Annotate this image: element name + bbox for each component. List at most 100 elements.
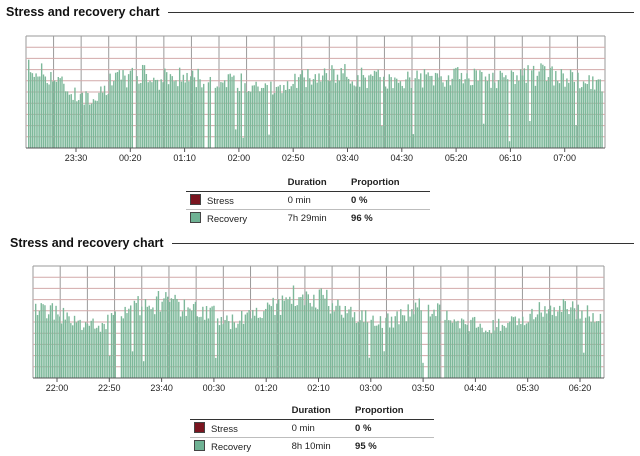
recovery-bar bbox=[516, 75, 518, 148]
recovery-bar bbox=[309, 302, 311, 378]
recovery-bar bbox=[285, 297, 287, 378]
legend-row-stress: Stress 0 min 0 % bbox=[186, 191, 430, 210]
recovery-bar bbox=[47, 314, 50, 378]
recovery-bar bbox=[180, 81, 183, 148]
recovery-bar bbox=[551, 66, 553, 148]
recovery-bar bbox=[433, 309, 435, 378]
recovery-bar bbox=[40, 303, 42, 378]
recovery-bar bbox=[112, 314, 115, 378]
recovery-bar bbox=[486, 80, 489, 148]
recovery-bar bbox=[522, 316, 524, 378]
recovery-bar bbox=[173, 81, 175, 148]
recovery-bar bbox=[270, 306, 272, 378]
recovery-bar bbox=[171, 76, 173, 148]
recovery-bar bbox=[551, 314, 554, 378]
recovery-bar bbox=[111, 85, 113, 148]
legend-proportion: 95 % bbox=[351, 437, 434, 455]
recovery-bar bbox=[531, 70, 533, 148]
recovery-bar bbox=[510, 316, 513, 378]
recovery-bar bbox=[253, 85, 255, 148]
recovery-bar bbox=[83, 327, 85, 378]
recovery-bar bbox=[400, 309, 402, 378]
recovery-bar bbox=[227, 74, 230, 148]
recovery-bar bbox=[390, 316, 393, 378]
recovery-bar bbox=[131, 67, 133, 148]
recovery-bar bbox=[445, 80, 448, 148]
recovery-bar bbox=[42, 304, 44, 378]
recovery-bar bbox=[468, 331, 470, 378]
recovery-bar bbox=[172, 299, 174, 378]
recovery-bar bbox=[481, 327, 483, 378]
recovery-bar bbox=[349, 83, 352, 148]
recovery-bar bbox=[174, 294, 176, 378]
recovery-bar bbox=[401, 315, 404, 378]
recovery-bar bbox=[290, 86, 292, 148]
recovery-bar bbox=[35, 303, 37, 378]
recovery-bar bbox=[191, 310, 193, 378]
recovery-bar bbox=[418, 79, 420, 148]
x-tick-label: 23:30 bbox=[65, 153, 88, 163]
recovery-bar bbox=[218, 325, 221, 378]
recovery-bar bbox=[166, 72, 168, 148]
recovery-bar bbox=[246, 312, 248, 378]
recovery-bar bbox=[272, 94, 274, 148]
recovery-bar bbox=[162, 82, 164, 148]
recovery-bar bbox=[260, 87, 263, 148]
recovery-bar bbox=[549, 305, 552, 378]
recovery-bar bbox=[479, 323, 481, 378]
recovery-bar bbox=[564, 86, 566, 148]
recovery-bar bbox=[324, 298, 326, 378]
recovery-bar bbox=[224, 319, 226, 378]
recovery-bar bbox=[68, 316, 70, 378]
recovery-bar bbox=[87, 92, 89, 148]
recovery-bar bbox=[370, 74, 372, 148]
recovery-bar bbox=[592, 76, 594, 148]
recovery-bar bbox=[525, 82, 527, 148]
recovery-bar bbox=[315, 307, 317, 378]
recovery-bar bbox=[248, 310, 250, 378]
recovery-bar bbox=[242, 137, 244, 148]
recovery-bar bbox=[94, 328, 96, 378]
recovery-bar bbox=[52, 81, 54, 148]
recovery-bar bbox=[79, 94, 82, 148]
recovery-bar bbox=[167, 296, 169, 378]
recovery-bar bbox=[494, 82, 496, 148]
recovery-bar bbox=[150, 309, 152, 378]
recovery-bar bbox=[77, 320, 79, 378]
legend-proportion: 96 % bbox=[347, 209, 430, 227]
recovery-bar bbox=[505, 75, 507, 148]
recovery-bar bbox=[70, 323, 72, 378]
recovery-bar bbox=[353, 85, 355, 148]
recovery-bar bbox=[302, 294, 304, 378]
recovery-bar bbox=[274, 314, 276, 378]
recovery-bar bbox=[421, 87, 424, 148]
recovery-bar bbox=[148, 305, 150, 378]
recovery-bar bbox=[84, 322, 87, 378]
chart-title-row: Stress and recovery chart bbox=[10, 233, 634, 253]
recovery-bar bbox=[205, 306, 208, 378]
recovery-bar bbox=[105, 329, 107, 378]
recovery-bar bbox=[102, 92, 104, 148]
recovery-bar bbox=[207, 318, 210, 378]
recovery-bar bbox=[120, 316, 123, 378]
recovery-bar bbox=[281, 295, 284, 378]
recovery-bar bbox=[357, 75, 359, 148]
recovery-bar bbox=[113, 81, 115, 148]
recovery-bar bbox=[405, 79, 407, 148]
recovery-bar bbox=[154, 79, 157, 148]
recovery-bar bbox=[92, 318, 94, 378]
recovery-bar bbox=[340, 68, 342, 148]
recovery-bar bbox=[60, 323, 63, 378]
legend-duration: 8h 10min bbox=[287, 437, 352, 455]
recovery-bar bbox=[79, 319, 81, 378]
recovery-bar bbox=[313, 294, 315, 378]
recovery-bar bbox=[337, 299, 339, 378]
recovery-bar bbox=[560, 311, 563, 378]
recovery-bar bbox=[381, 125, 383, 148]
recovery-bar bbox=[484, 76, 487, 148]
recovery-bar bbox=[359, 320, 361, 378]
recovery-bar bbox=[516, 325, 518, 378]
recovery-bar bbox=[438, 77, 440, 148]
recovery-bar bbox=[427, 304, 430, 378]
recovery-bar bbox=[259, 91, 261, 148]
